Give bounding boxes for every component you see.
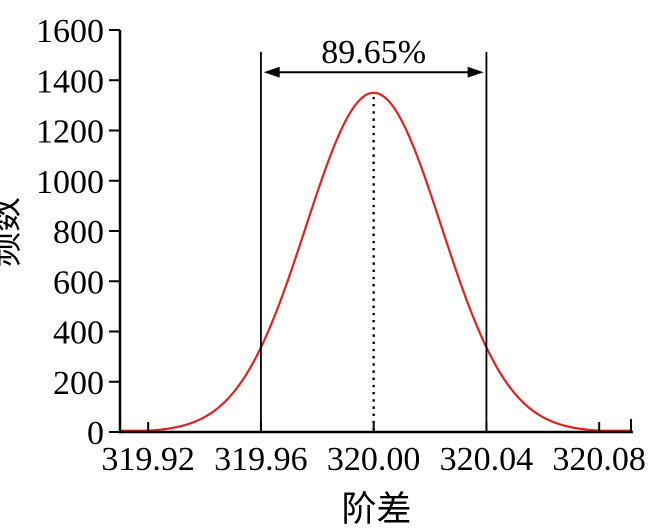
y-tick-label: 1600 bbox=[36, 13, 104, 50]
y-tick-label: 0 bbox=[87, 415, 104, 452]
y-ticks bbox=[109, 29, 120, 433]
y-tick-label: 1200 bbox=[36, 114, 104, 151]
arrow-head-right-icon bbox=[467, 66, 484, 78]
interval-arrow bbox=[263, 66, 484, 78]
x-tick-label: 320.00 bbox=[327, 441, 421, 478]
y-tick-label: 400 bbox=[53, 315, 104, 352]
x-tick-label: 320.04 bbox=[440, 441, 534, 478]
y-tick-label: 600 bbox=[53, 264, 104, 301]
x-tick-label: 320.08 bbox=[552, 441, 646, 478]
interval-percentage-label: 89.65% bbox=[321, 34, 426, 71]
x-ticks bbox=[147, 419, 632, 432]
x-tick-label: 319.92 bbox=[101, 441, 195, 478]
distribution-curve bbox=[121, 91, 632, 432]
y-axis-title: 频数 bbox=[0, 197, 25, 267]
y-tick-labels: 0 200 400 600 800 1000 1200 1400 1600 bbox=[36, 13, 104, 452]
y-tick-label: 1000 bbox=[36, 164, 104, 201]
arrow-head-left-icon bbox=[263, 66, 280, 78]
y-tick-label: 200 bbox=[53, 365, 104, 402]
y-tick-label: 800 bbox=[53, 214, 104, 251]
y-tick-label: 1400 bbox=[36, 63, 104, 100]
x-axis-title: 阶差 bbox=[341, 490, 411, 529]
x-tick-labels: 319.92 319.96 320.00 320.04 320.08 bbox=[101, 441, 645, 478]
x-tick-label: 319.96 bbox=[214, 441, 308, 478]
